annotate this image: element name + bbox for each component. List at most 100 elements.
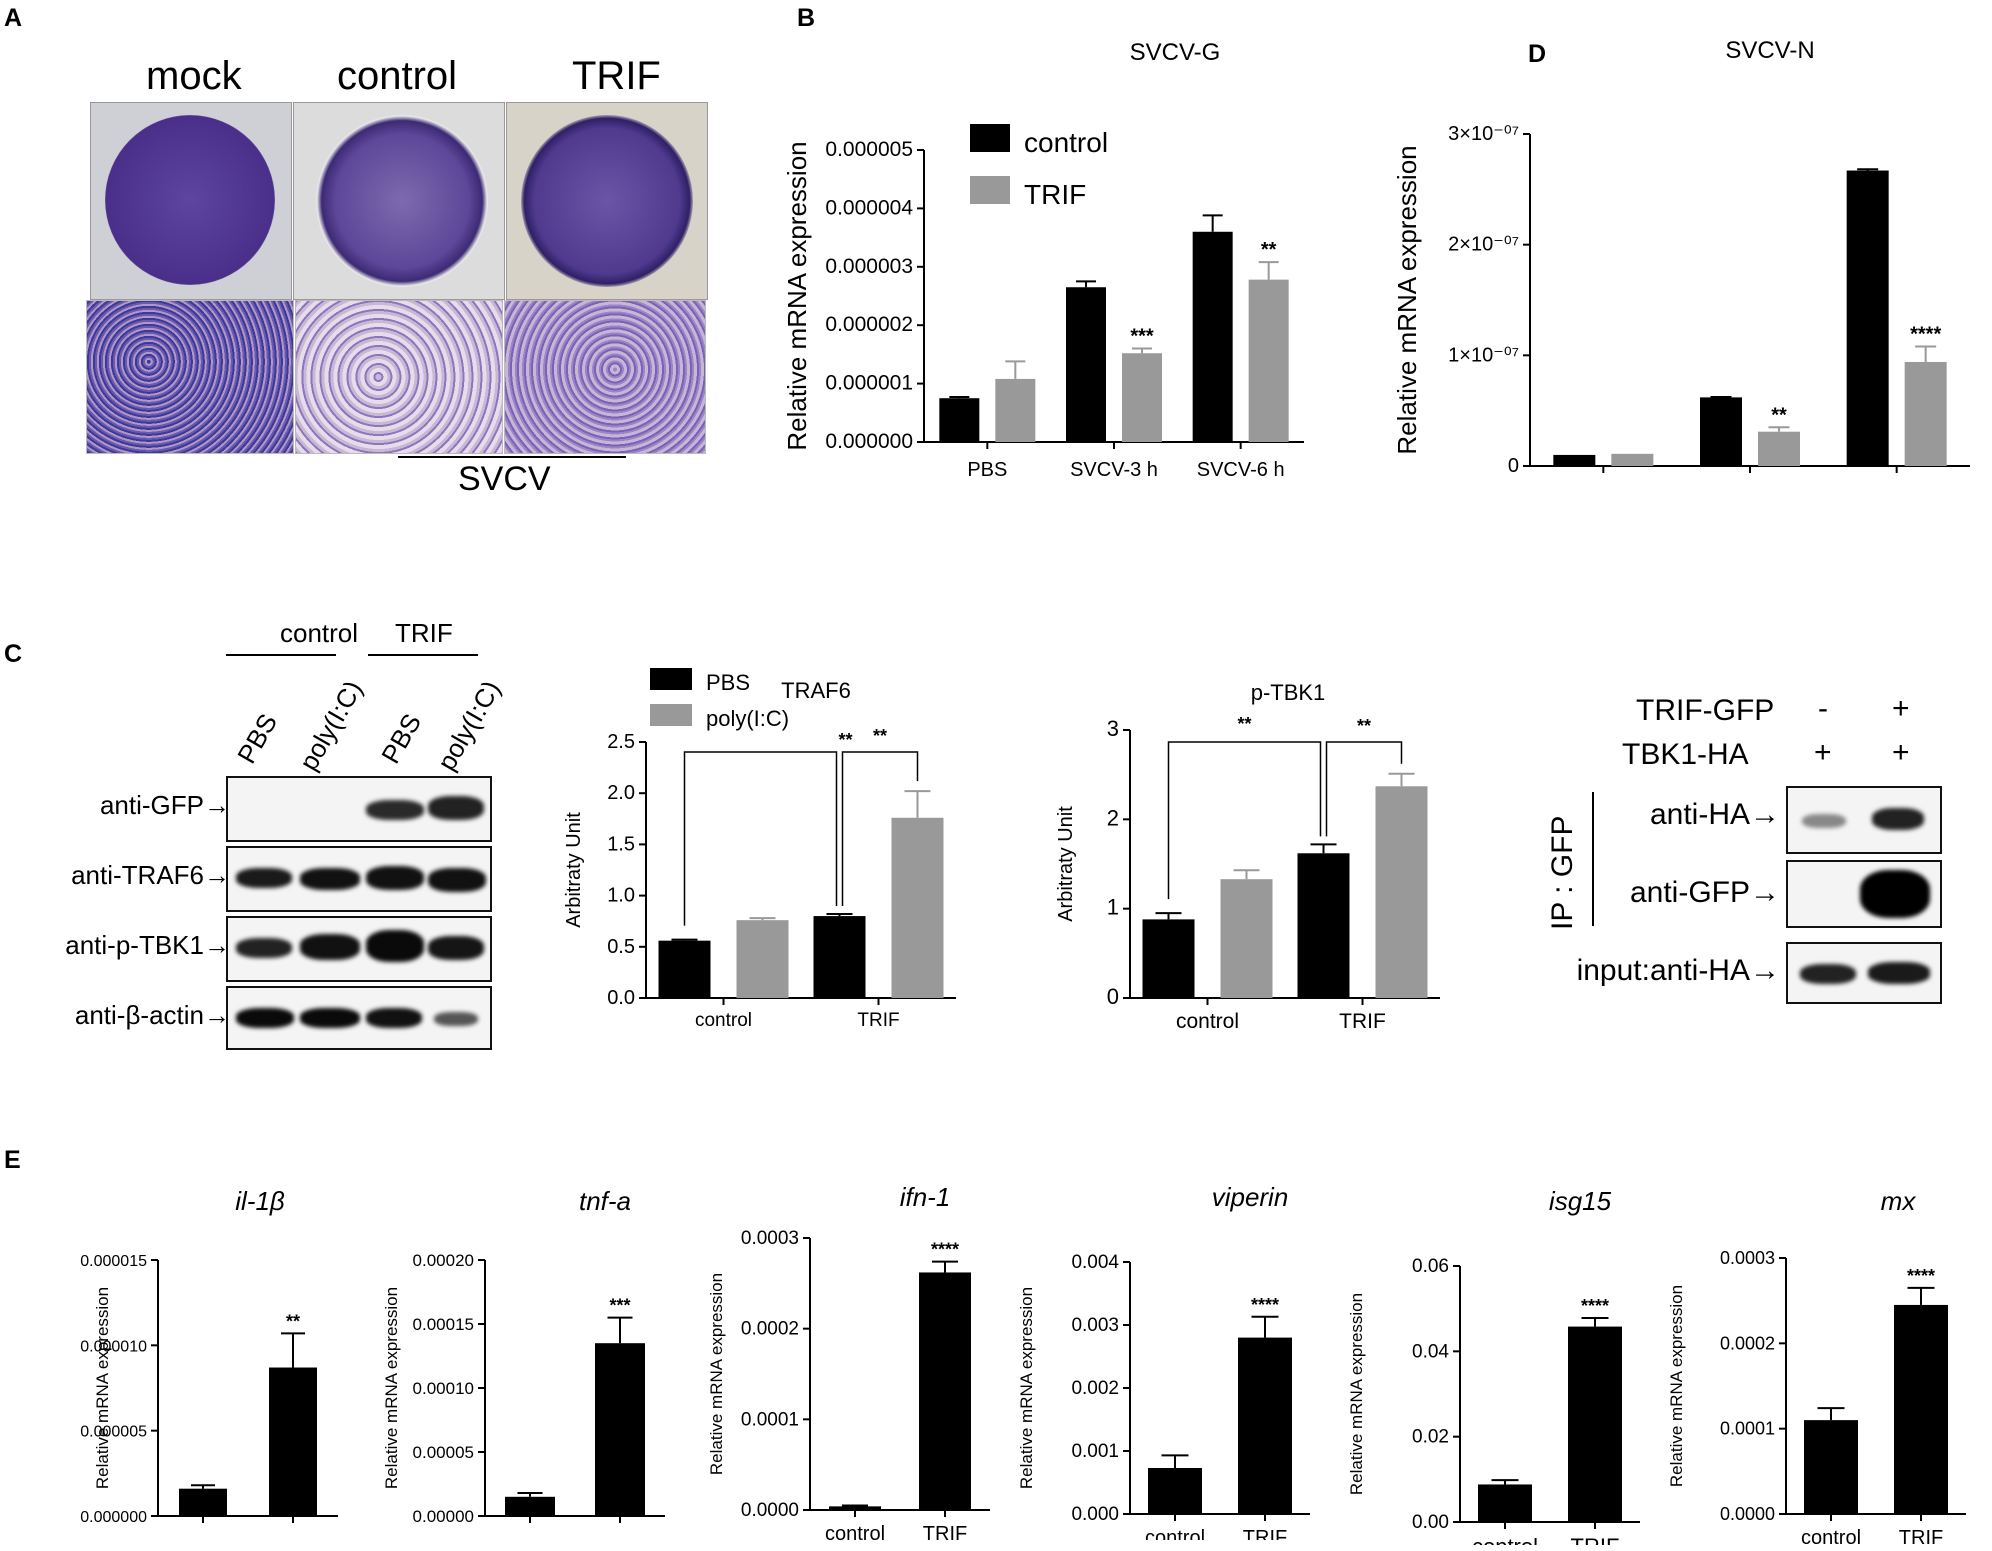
y-tick-label: 3×10⁻⁰⁷	[1448, 123, 1519, 145]
x-tick-label: control	[1472, 1534, 1538, 1545]
significance-bracket	[683, 751, 838, 926]
bar	[1568, 1326, 1622, 1522]
chart-title: SVCV-G	[1130, 39, 1221, 66]
chart-traf6: TRAF6 0.0 0.5 1.0 1.5 2.0 2.5 Arbitraty Unit con…	[563, 668, 956, 1031]
chart-svcv-g: SVCV-G 0.000000 0.000001 0.000002 0.000003 0.…	[782, 39, 1304, 480]
bar	[1894, 1304, 1948, 1514]
bar	[595, 1343, 645, 1516]
bar	[995, 378, 1036, 442]
x-tick-label: TRIF	[1243, 1527, 1287, 1540]
ip-gfp-label: IP : GFP	[1546, 815, 1579, 930]
bar	[505, 1496, 555, 1516]
y-tick-label: 0.0001	[741, 1409, 799, 1430]
legend-label: PBS	[706, 670, 750, 695]
y-tick-label: 0.0003	[741, 1228, 799, 1249]
y-tick-label: 0.001	[1071, 1441, 1119, 1462]
y-tick-label: 2.0	[607, 782, 635, 804]
chart-isg15: isg15 0.00 0.02 0.04 0.06 Relative mRNA expre…	[1347, 1186, 1640, 1545]
panel-letter-a: A	[4, 4, 23, 32]
blot-label-ptbk1: anti-p-TBK1→	[65, 930, 230, 960]
x-tick-label: control	[825, 1523, 885, 1540]
ip-label-input-ha: input:anti-HA→	[1576, 954, 1780, 987]
bar	[919, 1272, 971, 1510]
y-tick-label: 1.0	[607, 885, 635, 907]
y-tick-label: 0.0002	[741, 1319, 799, 1340]
y-axis-label: Relative mRNA expression	[1667, 1285, 1686, 1487]
bar	[1758, 431, 1800, 466]
plate-photo-control	[293, 102, 505, 300]
group-label-trif: TRIF	[395, 618, 453, 648]
micro-mock	[86, 300, 294, 454]
bar	[1846, 170, 1889, 466]
bar	[829, 1506, 881, 1510]
lane-label-4: poly(I:C)	[431, 675, 507, 776]
bar	[1297, 853, 1350, 998]
y-axis-label: Relative mRNA expression	[1017, 1287, 1036, 1489]
y-axis-label: Arbitraty Unit	[1055, 806, 1077, 922]
chart-title: mx	[1881, 1186, 1917, 1216]
lane-label-1: PBS	[231, 708, 284, 769]
ip-label-anti-ha: anti-HA→	[1649, 798, 1780, 831]
chart-title: TRAF6	[781, 678, 851, 703]
y-tick-label: 0.000010	[80, 1338, 147, 1355]
panel-letter-e: E	[4, 1146, 21, 1174]
bar	[1611, 453, 1654, 466]
chart-ptbk1: p-TBK1 0 1 2 3 Arbitraty Unit control TRIF ** **	[1055, 680, 1440, 1033]
chart-mx: mx 0.0000 0.0001 0.0002 0.0003 Relative mRNA …	[1667, 1186, 1966, 1545]
y-tick-label: 0.000015	[80, 1253, 147, 1270]
chart-ifn-1: ifn-1 0.0000 0.0001 0.0002 0.0003 Relative mR…	[707, 1182, 990, 1540]
group-line-control	[226, 654, 336, 656]
chart-title: p-TBK1	[1251, 680, 1326, 705]
x-tick-label: PBS	[967, 459, 1007, 480]
y-tick-label: 0.00020	[413, 1251, 474, 1270]
bracket-label: **	[1357, 716, 1371, 736]
micro-trif	[504, 300, 706, 454]
panel-letter-c: C	[4, 640, 23, 668]
y-axis-label: Relative mRNA expression	[1347, 1293, 1366, 1495]
y-tick-label: 0.003	[1071, 1315, 1119, 1336]
legend-label: control	[1024, 127, 1108, 158]
x-tick-label: control	[1801, 1527, 1861, 1545]
x-tick-label: SVCV-6 h	[1197, 459, 1285, 480]
svcv-underline	[398, 456, 626, 458]
chart-title: il-1β	[235, 1186, 285, 1216]
y-tick-label: 2.5	[607, 731, 635, 753]
y-tick-label: 0.0000	[741, 1500, 799, 1521]
bar	[1142, 919, 1195, 998]
significance-label: ****	[1907, 1266, 1935, 1286]
bar	[1478, 1484, 1532, 1522]
chart-title: isg15	[1549, 1186, 1612, 1216]
blot-ptbk1	[226, 916, 492, 982]
significance-bracket	[841, 751, 919, 907]
blot-gfp	[226, 776, 492, 842]
plate-photo-trif	[506, 102, 708, 300]
ip-blot-anti-gfp	[1786, 860, 1942, 928]
lane-label-3: PBS	[375, 708, 428, 769]
legend-label: TRIF	[1024, 179, 1086, 210]
well-control	[316, 115, 488, 287]
y-tick-label: 0	[1508, 455, 1519, 477]
y-tick-label: 0.000003	[825, 255, 913, 278]
bracket-label: **	[1237, 714, 1251, 734]
bar	[179, 1488, 227, 1516]
y-tick-label: 0.000000	[80, 1509, 147, 1526]
significance-label: ***	[1130, 326, 1154, 348]
y-axis-label: Relative mRNA expression	[707, 1273, 726, 1475]
x-tick-label: TRIF	[857, 1010, 899, 1031]
x-tick-label: TRIF	[1339, 1010, 1386, 1033]
x-tick-label: control	[1145, 1527, 1205, 1540]
y-tick-label: 0.00010	[413, 1379, 474, 1398]
y-tick-label: 0.000002	[825, 313, 913, 336]
bar	[1553, 454, 1596, 466]
sign-trif-gfp-1: -	[1818, 692, 1828, 725]
bar	[891, 817, 944, 998]
x-tick-label: SVCV-3 h	[1070, 459, 1158, 480]
y-tick-label: 0.00000	[413, 1507, 474, 1526]
lane-label-2: poly(I:C)	[293, 675, 369, 776]
bar	[1192, 231, 1233, 442]
chart-title: viperin	[1212, 1182, 1289, 1212]
bar	[1248, 279, 1289, 442]
significance-label: ****	[1910, 323, 1941, 345]
significance-label: ****	[1581, 1296, 1609, 1316]
blot-label-traf6: anti-TRAF6→	[71, 860, 230, 890]
